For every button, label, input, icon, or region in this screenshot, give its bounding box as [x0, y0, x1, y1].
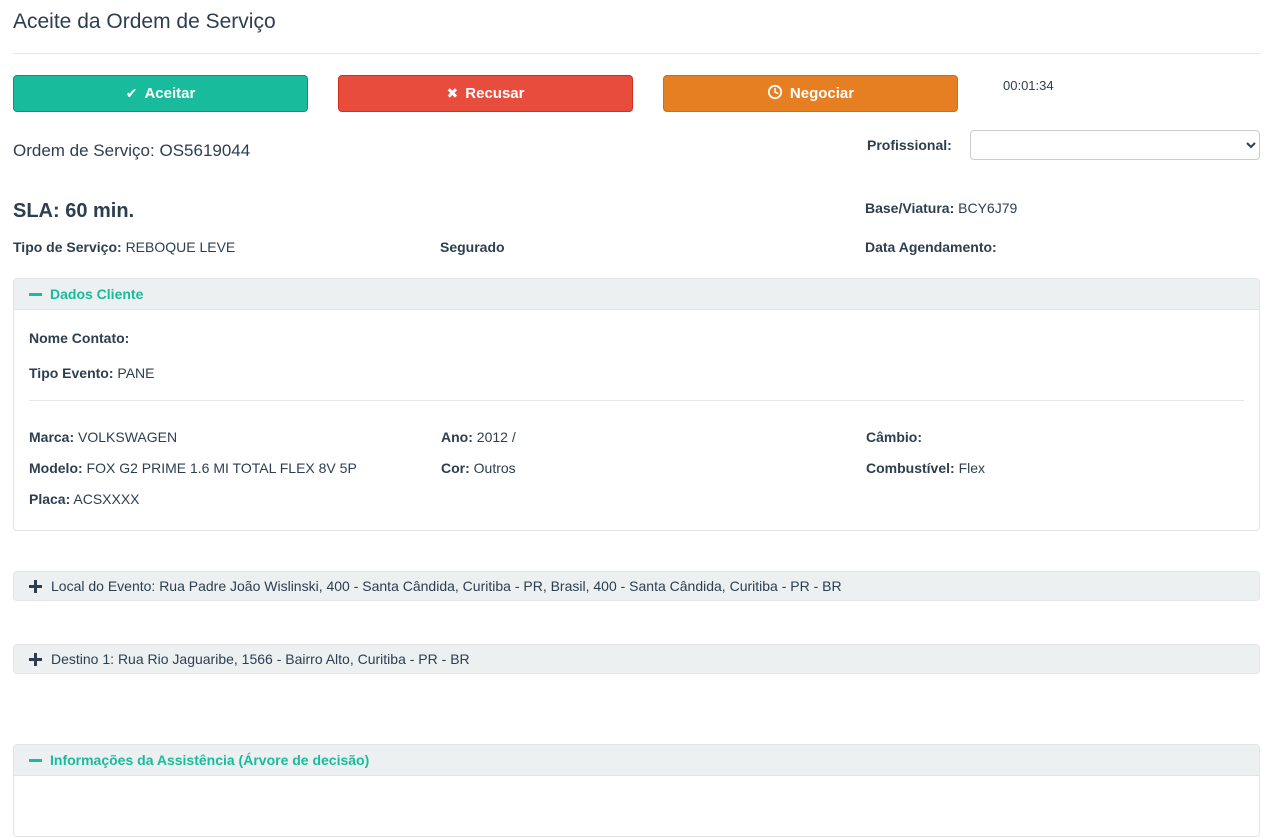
order-number-label: Ordem de Serviço: [13, 141, 155, 160]
assistencia-body [14, 776, 1259, 836]
placa: Placa: ACSXXXX [29, 491, 441, 507]
destino-value: Rua Rio Jaguaribe, 1566 - Bairro Alto, C… [117, 651, 470, 667]
dados-cliente-title: Dados Cliente [50, 286, 144, 302]
combustivel: Combustível: Flex [866, 460, 1244, 476]
combustivel-value: Flex [958, 460, 986, 476]
title-divider [13, 53, 1260, 54]
cor-value: Outros [473, 460, 516, 476]
sla-row: SLA: 60 min. Base/Viatura: BCY6J79 [13, 200, 1260, 223]
cor-label: Cor: [441, 460, 470, 476]
placa-label: Placa: [29, 491, 71, 507]
base-viatura-label: Base/Viatura: [865, 200, 955, 216]
refuse-button-label: Recusar [465, 85, 525, 102]
dados-cliente-panel: Dados Cliente Nome Contato: Tipo Evento:… [13, 278, 1260, 531]
segurado-label: Segurado [440, 239, 505, 255]
page-title: Aceite da Ordem de Serviço [13, 10, 276, 33]
countdown-timer: 00:01:34 [1003, 78, 1054, 93]
accept-button[interactable]: ✔ Aceitar [13, 75, 308, 112]
tipo-evento-value: PANE [117, 365, 155, 381]
assistencia-title: Informações da Assistência (Árvore de de… [50, 752, 370, 768]
tipo-evento: Tipo Evento: PANE [29, 365, 1244, 381]
refuse-button[interactable]: ✖ Recusar [338, 75, 633, 112]
check-icon: ✔ [125, 85, 138, 102]
local-evento-value: Rua Padre João Wislinski, 400 - Santa Câ… [159, 578, 842, 594]
local-evento-label: Local do Evento: [51, 578, 156, 594]
vehicle-row-1: Marca: VOLKSWAGEN Ano: 2012 / Câmbio: [29, 429, 1244, 445]
page: Aceite da Ordem de Serviço ✔ Aceitar ✖ R… [0, 9, 1264, 837]
base-viatura: Base/Viatura: BCY6J79 [865, 200, 1260, 216]
professional-group: Profissional: [867, 130, 1260, 160]
order-row: Ordem de Serviço: OS5619044 Profissional… [13, 130, 1260, 161]
modelo-value: FOX G2 PRIME 1.6 MI TOTAL FLEX 8V 5P [86, 460, 357, 476]
data-agendamento-label: Data Agendamento: [865, 239, 997, 255]
service-type-row: Tipo de Serviço: REBOQUE LEVE Segurado D… [13, 239, 1260, 255]
ano: Ano: 2012 / [441, 429, 866, 445]
marca-value: VOLKSWAGEN [78, 429, 178, 445]
action-buttons-row: ✔ Aceitar ✖ Recusar Negociar 00:01:34 [13, 75, 1260, 112]
times-icon: ✖ [446, 85, 459, 102]
vehicle-row-3: Placa: ACSXXXX [29, 491, 1244, 507]
vehicle-row-2: Modelo: FOX G2 PRIME 1.6 MI TOTAL FLEX 8… [29, 460, 1244, 476]
local-evento-text: Local do Evento: Rua Padre João Wislinsk… [51, 578, 842, 594]
clock-icon [767, 84, 783, 104]
assistencia-header[interactable]: Informações da Assistência (Árvore de de… [14, 745, 1259, 776]
nome-contato-label: Nome Contato: [29, 330, 130, 346]
ano-label: Ano: [441, 429, 473, 445]
marca-label: Marca: [29, 429, 75, 445]
accept-button-label: Aceitar [144, 85, 196, 102]
ano-value: 2012 / [476, 429, 516, 445]
plus-icon [29, 579, 42, 593]
base-viatura-value: BCY6J79 [958, 200, 1018, 216]
cor: Cor: Outros [441, 460, 866, 476]
order-number: Ordem de Serviço: OS5619044 [13, 130, 250, 161]
sla-text: SLA: 60 min. [13, 200, 135, 222]
negotiate-button-label: Negociar [789, 85, 855, 102]
dados-cliente-body: Nome Contato: Tipo Evento: PANE Marca: V… [14, 310, 1259, 530]
modelo: Modelo: FOX G2 PRIME 1.6 MI TOTAL FLEX 8… [29, 460, 441, 476]
placa-value: ACSXXXX [73, 491, 140, 507]
local-evento-bar[interactable]: Local do Evento: Rua Padre João Wislinsk… [13, 571, 1260, 601]
modelo-label: Modelo: [29, 460, 83, 476]
data-agendamento: Data Agendamento: [865, 239, 1260, 255]
cambio: Câmbio: [866, 429, 1244, 445]
professional-select[interactable] [970, 130, 1260, 160]
minus-icon [29, 758, 42, 762]
destino-label: Destino 1: [51, 651, 115, 667]
body-divider [29, 400, 1244, 401]
assistencia-panel: Informações da Assistência (Árvore de de… [13, 744, 1260, 837]
segurado: Segurado [440, 239, 865, 255]
plus-icon [29, 652, 42, 666]
dados-cliente-header[interactable]: Dados Cliente [14, 279, 1259, 310]
combustivel-label: Combustível: [866, 460, 955, 476]
cambio-label: Câmbio: [866, 429, 922, 445]
destino-text: Destino 1: Rua Rio Jaguaribe, 1566 - Bai… [51, 651, 470, 667]
professional-label: Profissional: [867, 137, 952, 153]
negotiate-button[interactable]: Negociar [663, 75, 958, 112]
tipo-servico-value: REBOQUE LEVE [125, 239, 236, 255]
nome-contato: Nome Contato: [29, 330, 1244, 346]
tipo-evento-label: Tipo Evento: [29, 365, 114, 381]
tipo-servico-label: Tipo de Serviço: [13, 239, 122, 255]
minus-icon [29, 292, 42, 296]
tipo-servico: Tipo de Serviço: REBOQUE LEVE [13, 239, 440, 255]
marca: Marca: VOLKSWAGEN [29, 429, 441, 445]
destino-bar[interactable]: Destino 1: Rua Rio Jaguaribe, 1566 - Bai… [13, 644, 1260, 674]
order-number-value: OS5619044 [159, 141, 251, 160]
